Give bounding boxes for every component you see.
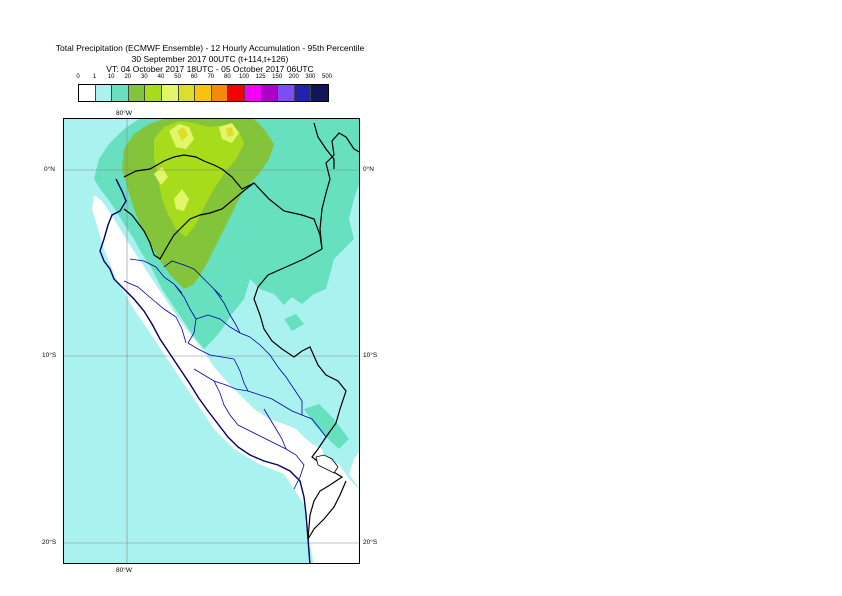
dry-land-east: [349, 451, 359, 489]
lat-20s-label-right: 20°S: [363, 539, 378, 546]
legend-tick-label: 50: [174, 74, 181, 80]
legend-swatch: [161, 85, 179, 101]
border-colombia-ecuador: [123, 154, 223, 178]
legend-tick-label: 125: [255, 74, 266, 80]
legend-labels: 0 1 10 20 30 40 50 60 70 80 100 125 150 200 300 500: [70, 74, 360, 84]
legend-swatch: [244, 85, 262, 101]
lon-label-bottom: 80°W: [116, 567, 132, 574]
lat-10s-label-right: 10°S: [363, 352, 378, 359]
legend-swatch: [278, 85, 295, 101]
legend-tick-label: 70: [207, 74, 215, 80]
legend-swatch: [178, 85, 196, 101]
legend-swatch: [112, 85, 129, 101]
lon-label-top: 80°W: [116, 110, 132, 117]
title-line-1: Total Precipitation (ECMWF Ensemble) - 1…: [55, 43, 365, 53]
legend-swatch: [79, 85, 96, 101]
legend-swatch: [294, 85, 312, 101]
legend-swatch: [261, 85, 279, 101]
legend-swatch: [95, 85, 113, 101]
legend-swatch: [145, 85, 162, 101]
precip-band-60: [177, 127, 234, 141]
border-peru-bolivia: [307, 422, 344, 540]
lat-10s-label-left: 10°S: [42, 352, 57, 359]
legend-swatch: [195, 85, 212, 101]
border-chile-bolivia: [307, 480, 347, 540]
legend-swatch: [211, 85, 229, 101]
legend-tick-label: 80: [224, 74, 231, 80]
legend-tick-label: 40: [157, 74, 165, 80]
legend-tick-label: 30: [141, 74, 148, 80]
legend-tick-label: 500: [321, 74, 333, 80]
precipitation-map: [63, 118, 360, 564]
border-brazil-north: [319, 132, 359, 250]
title-line-2: 30 September 2017 00UTC (t+114,t+126): [131, 53, 289, 64]
legend-tick-label: 100: [238, 74, 250, 80]
legend-tick-label: 1: [92, 74, 97, 80]
map-title: Total Precipitation (ECMWF Ensemble) - 1…: [20, 43, 400, 75]
lat-0-label-right: 0°N: [363, 166, 374, 173]
legend-tick-label: 300: [305, 74, 316, 80]
legend-tick-label: 60: [190, 74, 198, 80]
border-peru-colombia: [221, 168, 323, 250]
legend-tick-label: 150: [272, 74, 283, 80]
legend-swatch: [228, 85, 245, 101]
legend-tick-label: 10: [107, 74, 115, 80]
border-venezuela: [313, 122, 335, 169]
region-borders: [123, 258, 327, 490]
precip-band-50: [154, 123, 239, 211]
border-peru-brazil: [253, 248, 347, 424]
lat-0-label-left: 0°N: [44, 166, 55, 173]
legend-tick-label: 0: [76, 74, 80, 80]
legend-swatch: [128, 85, 146, 101]
legend-tick-label: 20: [124, 74, 132, 80]
legend-tick-label: 200: [288, 74, 299, 80]
legend-swatch: [311, 85, 328, 101]
precipitation-legend: 0 1 10 20 30 40 50 60 70 80 100 125 150 200 300 500: [70, 74, 360, 104]
dry-land-area: [64, 119, 359, 563]
map-canvas: [64, 119, 359, 563]
coastline: [99, 178, 311, 563]
legend-colorbar: [78, 84, 329, 102]
border-ecuador-peru: [123, 182, 255, 260]
lake-titicaca: [315, 454, 339, 474]
title-line-3: VT: 04 October 2017 18UTC - 05 October 2…: [106, 64, 314, 74]
lat-20s-label-left: 20°S: [42, 539, 57, 546]
